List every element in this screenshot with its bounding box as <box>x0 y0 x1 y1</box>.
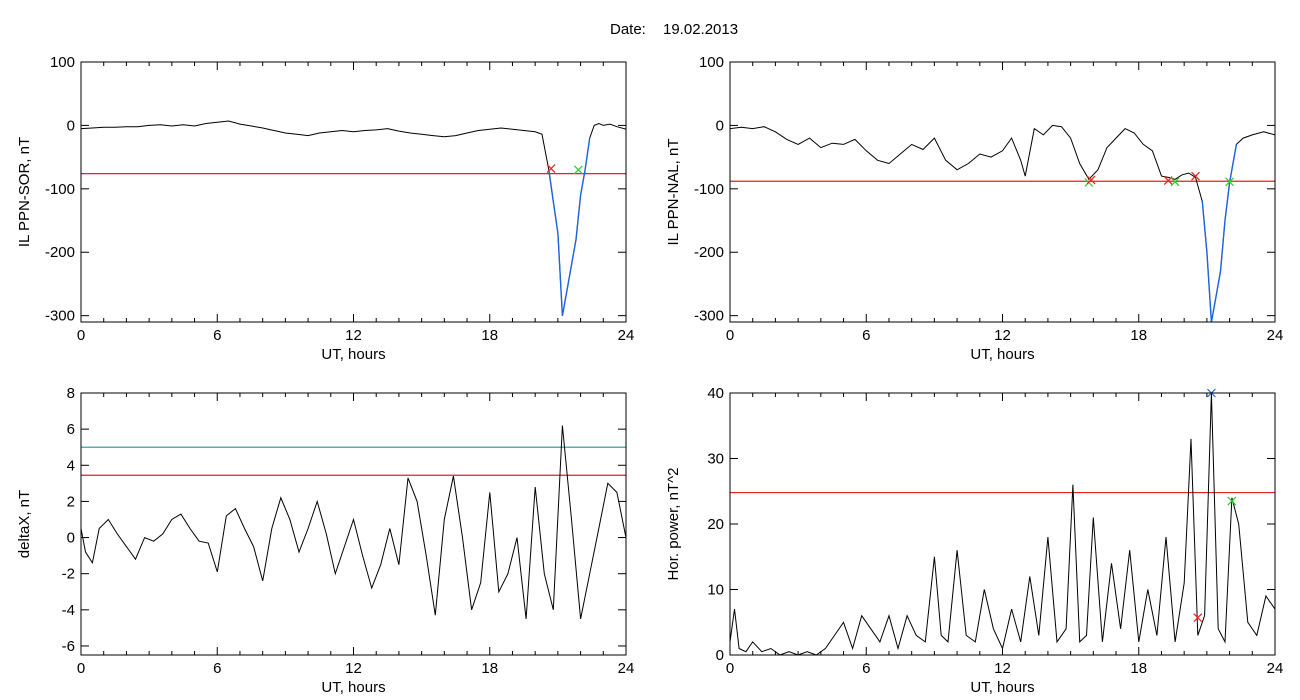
xtick-label-power: 12 <box>994 660 1011 677</box>
xtick-label-power: 6 <box>862 660 870 677</box>
panel-nal: 0 6 12 18 24 100 0 -100 -200 -300 UT, hours IL PPN-… <box>665 54 1283 363</box>
date-label: Date: <box>610 21 646 38</box>
panel-deltax: 0 6 12 18 24 8 6 4 2 0 -2 -4 -6 UT, hours deltaX, nT <box>16 385 634 696</box>
xtick-label-nal: 18 <box>1130 327 1147 344</box>
xtick-label-sor: 0 <box>77 327 85 344</box>
ytick-label-deltax: -2 <box>62 566 75 583</box>
xtick-label-deltax: 0 <box>77 660 85 677</box>
xtick-label-sor: 6 <box>213 327 221 344</box>
marker-power-2 <box>1227 496 1237 506</box>
ytick-label-deltax: 8 <box>67 385 75 402</box>
marker-sor-1 <box>573 165 583 175</box>
marker-nal-1 <box>1086 175 1096 185</box>
ytick-label-deltax: 0 <box>67 530 75 547</box>
ytick-label-power: 40 <box>707 385 724 402</box>
ytick-label-power: 30 <box>707 451 724 468</box>
series-line-nal <box>730 124 1275 322</box>
xtick-label-sor: 24 <box>618 327 635 344</box>
xtick-label-power: 18 <box>1130 660 1147 677</box>
marker-nal-5 <box>1225 177 1235 187</box>
ylabel-power: Hor. power, nT^2 <box>665 468 682 581</box>
date-value: 19.02.2013 <box>663 21 738 38</box>
xlabel-deltax: UT, hours <box>321 679 385 696</box>
ytick-label-sor: -100 <box>45 181 75 198</box>
ytick-label-deltax: -6 <box>62 638 75 655</box>
ytick-label-power: 10 <box>707 582 724 599</box>
ytick-label-deltax: 2 <box>67 493 75 510</box>
xtick-label-nal: 0 <box>726 327 734 344</box>
ylabel-deltax: deltaX, nT <box>16 490 33 558</box>
xtick-label-deltax: 18 <box>481 660 498 677</box>
ytick-label-deltax: 6 <box>67 421 75 438</box>
xlabel-nal: UT, hours <box>970 346 1034 363</box>
axes-frame-sor <box>80 61 627 323</box>
axes-frame-power <box>729 392 1276 656</box>
xtick-label-sor: 12 <box>345 327 362 344</box>
ytick-label-sor: -300 <box>45 308 75 325</box>
xtick-label-deltax: 6 <box>213 660 221 677</box>
series-line-deltax <box>81 425 626 619</box>
xtick-label-nal: 6 <box>862 327 870 344</box>
xtick-label-sor: 18 <box>481 327 498 344</box>
highlight-line-nal <box>1201 144 1238 322</box>
marker-power-0 <box>1193 613 1203 623</box>
xtick-label-power: 0 <box>726 660 734 677</box>
xtick-label-deltax: 24 <box>618 660 635 677</box>
ytick-label-nal: 100 <box>699 54 724 71</box>
xtick-label-nal: 12 <box>994 327 1011 344</box>
series-line-power <box>730 393 1275 655</box>
axes-frame-nal <box>729 61 1276 323</box>
ytick-label-sor: 0 <box>67 117 75 134</box>
marker-nal-3 <box>1170 177 1180 187</box>
panel-sor: 0 6 12 18 24 100 0 -100 -200 -300 UT, hours IL PPN-… <box>16 54 634 363</box>
marker-sor-0 <box>546 164 556 173</box>
ylabel-sor: IL PPN-SOR, nT <box>16 137 33 247</box>
ytick-label-power: 0 <box>716 647 724 664</box>
series-line-sor <box>81 120 626 316</box>
axes-frame-deltax <box>80 392 627 656</box>
ytick-label-sor: -200 <box>45 244 75 261</box>
ylabel-nal: IL PPN-NAL, nT <box>665 139 682 246</box>
xtick-label-nal: 24 <box>1267 327 1284 344</box>
ytick-label-nal: 0 <box>716 117 724 134</box>
highlight-line-sor <box>548 137 591 316</box>
ytick-label-nal: -100 <box>694 181 724 198</box>
ytick-label-nal: -300 <box>694 308 724 325</box>
xlabel-power: UT, hours <box>970 679 1034 696</box>
ytick-label-power: 20 <box>707 516 724 533</box>
ytick-label-deltax: -4 <box>62 602 75 619</box>
marker-nal-4 <box>1191 171 1200 181</box>
ytick-label-deltax: 4 <box>67 457 75 474</box>
ytick-label-nal: -200 <box>694 244 724 261</box>
ytick-label-sor: 100 <box>50 54 75 71</box>
panel-power: 0 6 12 18 24 40 30 20 10 0 UT, hours Hor. power, nT… <box>665 385 1283 696</box>
xtick-label-power: 24 <box>1267 660 1284 677</box>
xlabel-sor: UT, hours <box>321 346 385 363</box>
marker-nal-2 <box>1163 176 1173 186</box>
xtick-label-deltax: 12 <box>345 660 362 677</box>
